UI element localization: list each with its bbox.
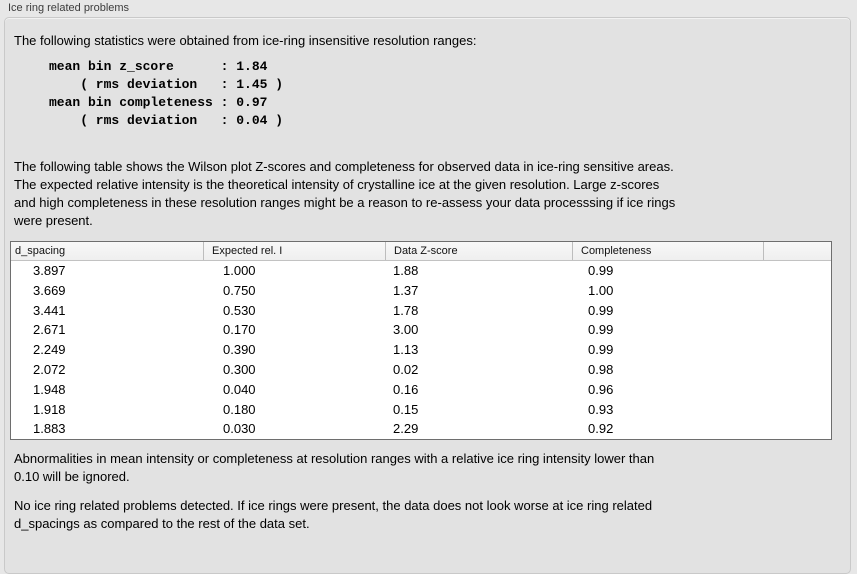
cell-filler — [763, 380, 831, 400]
table-row[interactable]: 1.948 0.040 0.16 0.96 — [11, 380, 831, 400]
ice-ring-results-page: { "panel": { "title": "Ice ring related … — [4, 2, 851, 574]
ice-ring-table: d_spacing Expected rel. I Data Z-score Comp… — [10, 241, 832, 441]
cell-filler — [763, 419, 831, 439]
cell-d-spacing: 1.918 — [33, 401, 66, 417]
cell-expected-rel-i: 0.180 — [223, 401, 256, 417]
cell-data-z-score: 1.37 — [393, 282, 419, 298]
table-row[interactable]: 2.072 0.300 0.02 0.98 — [11, 360, 831, 380]
cell-expected-rel-i: 0.530 — [223, 302, 256, 318]
table-body: 3.897 1.000 1.88 0.99 3.669 0.750 1.37 1.00 3.44… — [11, 261, 831, 439]
cell-filler — [763, 360, 831, 380]
cell-completeness: 0.99 — [588, 342, 614, 358]
cell-d-spacing: 3.897 — [33, 263, 66, 278]
table-row[interactable]: 3.669 0.750 1.37 1.00 — [11, 281, 831, 301]
table-row[interactable]: 1.918 0.180 0.15 0.93 — [11, 400, 831, 420]
cell-data-z-score: 1.88 — [393, 263, 419, 278]
cell-completeness: 0.92 — [588, 421, 614, 437]
table-row[interactable]: 2.671 0.170 3.00 0.99 — [11, 320, 831, 340]
cell-filler — [763, 320, 831, 340]
cell-data-z-score: 1.78 — [393, 302, 419, 318]
cell-d-spacing: 3.441 — [33, 302, 66, 318]
cell-expected-rel-i: 0.030 — [223, 421, 256, 437]
cell-data-z-score: 3.00 — [393, 322, 419, 338]
cell-expected-rel-i: 0.390 — [223, 342, 256, 358]
cell-d-spacing: 1.948 — [33, 381, 66, 397]
cell-completeness: 0.96 — [588, 381, 614, 397]
column-header-d-spacing[interactable]: d_spacing — [15, 245, 66, 257]
cell-filler — [763, 400, 831, 420]
intro-text: The following statistics were obtained f… — [14, 33, 477, 48]
column-header-data-z-score[interactable]: Data Z-score — [385, 242, 572, 260]
cell-d-spacing: 3.669 — [33, 282, 66, 298]
table-row[interactable]: 3.897 1.000 1.88 0.99 — [11, 261, 831, 281]
cell-completeness: 0.98 — [588, 361, 614, 377]
table-row[interactable]: 2.249 0.390 1.13 0.99 — [11, 340, 831, 360]
cell-d-spacing: 2.072 — [33, 361, 66, 377]
cell-filler — [763, 261, 831, 281]
cell-expected-rel-i: 0.040 — [223, 381, 256, 397]
cell-data-z-score: 0.02 — [393, 361, 419, 377]
cell-expected-rel-i: 0.300 — [223, 361, 256, 377]
cell-d-spacing: 1.883 — [33, 421, 66, 437]
column-header-filler — [763, 242, 831, 260]
cell-d-spacing: 2.671 — [33, 322, 66, 338]
table-header-row: d_spacing Expected rel. I Data Z-score Comp… — [11, 242, 831, 261]
cell-completeness: 0.93 — [588, 401, 614, 417]
stats-block: mean bin z_score : 1.84 ( rms deviation … — [49, 59, 284, 128]
cell-data-z-score: 0.15 — [393, 401, 419, 417]
cell-filler — [763, 340, 831, 360]
cell-completeness: 0.99 — [588, 322, 614, 338]
column-header-completeness[interactable]: Completeness — [572, 242, 763, 260]
cell-filler — [763, 301, 831, 321]
panel-title: Ice ring related problems — [8, 2, 130, 14]
cell-completeness: 0.99 — [588, 302, 614, 318]
table-row[interactable]: 3.441 0.530 1.78 0.99 — [11, 301, 831, 321]
cell-data-z-score: 0.16 — [393, 381, 419, 397]
cell-filler — [763, 281, 831, 301]
cell-expected-rel-i: 0.750 — [223, 282, 256, 298]
cell-d-spacing: 2.249 — [33, 342, 66, 358]
cell-expected-rel-i: 0.170 — [223, 322, 256, 338]
cell-data-z-score: 2.29 — [393, 421, 419, 437]
group-box: The following statistics were obtained f… — [4, 17, 851, 574]
cell-completeness: 1.00 — [588, 282, 614, 298]
column-header-expected-rel-i[interactable]: Expected rel. I — [203, 242, 385, 260]
conclusion-text: No ice ring related problems detected. I… — [14, 498, 653, 532]
cell-data-z-score: 1.13 — [393, 342, 419, 358]
cell-expected-rel-i: 1.000 — [223, 263, 256, 278]
description-text: The following table shows the Wilson plo… — [14, 159, 676, 228]
table-row[interactable]: 1.883 0.030 2.29 0.92 — [11, 419, 831, 439]
cell-completeness: 0.99 — [588, 263, 614, 278]
footnote-text: Abnormalities in mean intensity or compl… — [14, 451, 655, 485]
